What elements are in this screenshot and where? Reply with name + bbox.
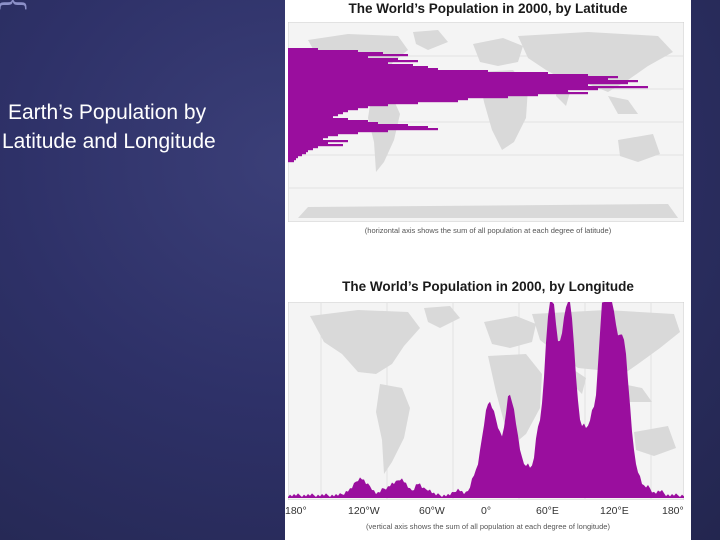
latitude-bar [288,150,308,153]
latitude-bar [288,98,468,101]
longitude-map [288,302,684,500]
latitude-bar [288,120,368,123]
latitude-population-bars [288,48,648,163]
slide-title-line-2: Latitude and Longitude [2,130,216,153]
latitude-bar [288,50,358,53]
longitude-map-graphic [288,302,684,500]
latitude-map [288,22,684,222]
latitude-bar [288,90,568,93]
tick-label: 60°W [419,505,445,517]
latitude-bar [288,72,548,75]
latitude-bar [288,96,508,99]
latitude-bar [288,106,368,109]
latitude-figure-title: The World’s Population in 2000, by Latit… [348,1,628,16]
latitude-bar [288,136,328,139]
latitude-bar [288,66,428,69]
latitude-bar [288,54,408,57]
latitude-bar [288,156,298,159]
latitude-bar [288,110,348,113]
latitude-bar [288,94,538,97]
tick-label: 60°E [536,505,559,517]
latitude-bar [288,126,428,129]
latitude-bar [288,64,413,67]
latitude-bar [288,76,618,79]
latitude-bar [288,92,588,95]
latitude-bar [288,158,296,161]
latitude-bar [288,146,318,149]
slide-title-line-1: Earth’s Population by [8,101,207,124]
latitude-bar [288,100,458,103]
latitude-bar [288,56,368,59]
latitude-bar [288,48,318,51]
latitude-bar [288,134,338,137]
latitude-bar [288,74,588,77]
latitude-bar [288,114,338,117]
latitude-bar [288,86,648,89]
latitude-bar [288,128,438,131]
latitude-bar [288,124,408,127]
latitude-bar [288,88,598,91]
longitude-figure-title: The World’s Population in 2000, by Longi… [342,279,634,294]
latitude-bar [288,138,323,141]
latitude-bar [288,152,306,155]
latitude-bar [288,148,313,151]
figure-panel: The World’s Population in 2000, by Latit… [285,0,691,540]
slide-title: Earth’s Population by Latitude and Longi… [2,98,277,156]
latitude-bar [288,140,348,143]
latitude-bar [288,154,302,157]
longitude-population-area [288,302,684,498]
latitude-bar [288,104,388,107]
latitude-bar [288,144,343,147]
tick-label: 180° [662,505,684,517]
latitude-bar [288,78,608,81]
latitude-bar [288,130,388,133]
latitude-bar [288,160,294,163]
latitude-bar [288,60,418,63]
latitude-bar [288,70,488,73]
latitude-bar [288,102,418,105]
latitude-figure-caption: (horizontal axis shows the sum of all po… [364,226,612,235]
latitude-bar [288,80,638,83]
latitude-bar [288,108,358,111]
tick-label: 180° [285,505,307,517]
latitude-bar [288,58,398,61]
tick-label: 120°E [600,505,629,517]
latitude-bar [288,82,628,85]
decorative-brace-icon: { [0,0,31,16]
latitude-bar [288,118,348,121]
latitude-map-graphic [288,22,684,222]
latitude-bar [288,52,383,55]
latitude-bar [288,122,378,125]
latitude-bar [288,112,343,115]
tick-label: 120°W [348,505,380,517]
latitude-bar [288,116,333,119]
latitude-bar [288,84,588,87]
latitude-bar [288,62,388,65]
latitude-bar [288,68,438,71]
latitude-bar [288,142,328,145]
longitude-figure-caption: (vertical axis shows the sum of all popu… [366,522,610,531]
tick-label: 0° [481,505,492,517]
latitude-bar [288,132,358,135]
